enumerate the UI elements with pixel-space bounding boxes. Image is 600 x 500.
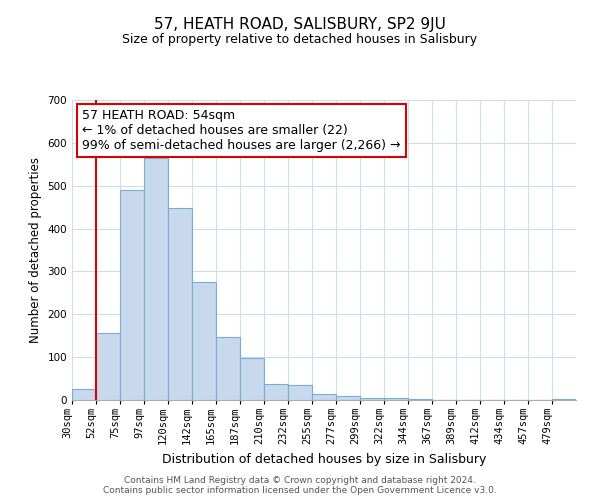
- Text: 57, HEATH ROAD, SALISBURY, SP2 9JU: 57, HEATH ROAD, SALISBURY, SP2 9JU: [154, 18, 446, 32]
- Bar: [168, 208, 192, 400]
- Bar: [96, 332, 120, 400]
- Bar: [216, 338, 240, 400]
- Bar: [384, 398, 408, 400]
- Text: 57 HEATH ROAD: 54sqm
← 1% of detached houses are smaller (22)
99% of semi-detach: 57 HEATH ROAD: 54sqm ← 1% of detached ho…: [82, 109, 401, 152]
- Bar: [144, 158, 168, 400]
- Bar: [72, 390, 96, 400]
- Bar: [240, 358, 264, 400]
- Bar: [288, 385, 312, 400]
- Text: Size of property relative to detached houses in Salisbury: Size of property relative to detached ho…: [122, 32, 478, 46]
- Bar: [336, 396, 360, 400]
- Bar: [120, 190, 144, 400]
- Bar: [192, 282, 216, 400]
- Y-axis label: Number of detached properties: Number of detached properties: [29, 157, 42, 343]
- Bar: [312, 394, 336, 400]
- Text: Contains HM Land Registry data © Crown copyright and database right 2024.
Contai: Contains HM Land Registry data © Crown c…: [103, 476, 497, 495]
- X-axis label: Distribution of detached houses by size in Salisbury: Distribution of detached houses by size …: [162, 453, 486, 466]
- Bar: [360, 398, 384, 400]
- Bar: [552, 398, 576, 400]
- Bar: [408, 399, 432, 400]
- Bar: [264, 384, 288, 400]
